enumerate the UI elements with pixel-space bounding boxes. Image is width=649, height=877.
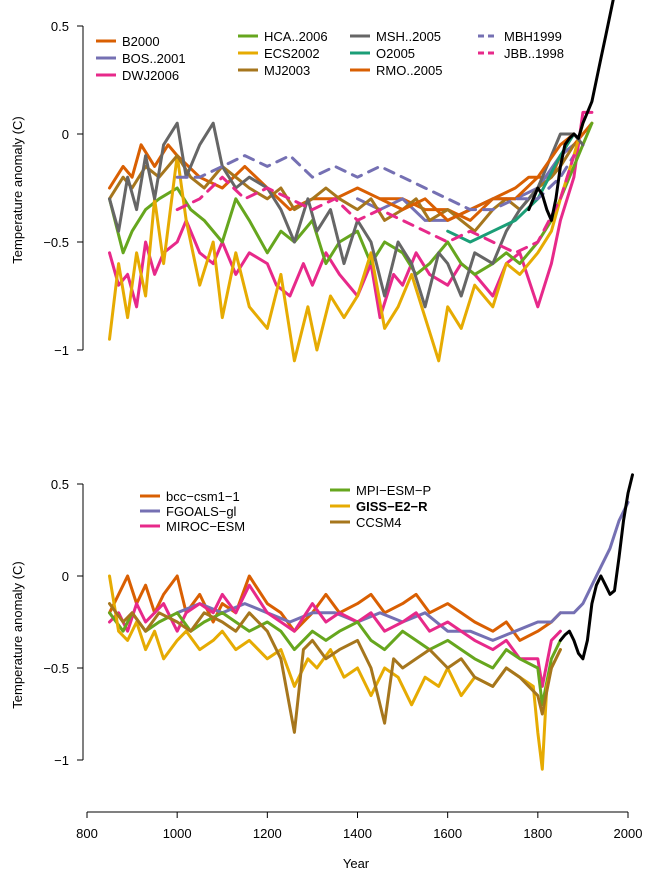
series-line-MIROC−ESM — [108, 583, 562, 688]
y-axis-label-bottom: Temperature anomaly (C) — [10, 561, 25, 708]
legend-label: ECS2002 — [264, 46, 320, 61]
legend-label: FGOALS−gl — [166, 504, 237, 519]
series-line-ECS2002 — [108, 121, 585, 363]
series-line-RMO..2005 — [378, 132, 576, 222]
panel-top: Temperature anomaly (C) −1 −0.5 0 0.5 B2000… — [10, 0, 615, 363]
legend-label: RMO..2005 — [376, 63, 442, 78]
series-line-MSH..2005 — [108, 121, 585, 309]
legend-label: MIROC−ESM — [166, 519, 245, 534]
y-tick-label: −1 — [54, 343, 69, 358]
legend-label: bcc−csm1−1 — [166, 489, 240, 504]
y-tick-label: 0.5 — [51, 19, 69, 34]
y-tick-label: −0.5 — [43, 235, 69, 250]
x-tick-label: 800 — [76, 826, 98, 841]
legend-label: DWJ2006 — [122, 68, 179, 83]
panel-bottom: Temperature anomaly (C) −1 −0.5 0 0.5 bcc−c… — [10, 473, 634, 771]
series-line-MBH1999 — [175, 154, 576, 212]
series-line-JBB..1998 — [175, 154, 576, 255]
x-tick-label: 1000 — [163, 826, 192, 841]
series-line-CCSM4 — [108, 602, 562, 734]
legend-label: BOS..2001 — [122, 51, 186, 66]
series-line-obs — [527, 0, 615, 222]
legend-label: B2000 — [122, 34, 160, 49]
y-tick-label: 0 — [62, 127, 69, 142]
x-axis: 800 1000 1200 1400 1600 1800 2000 — [76, 811, 643, 841]
legend-label: JBB..1998 — [504, 46, 564, 61]
y-axis-top: −1 −0.5 0 0.5 — [43, 19, 84, 358]
legend-label: MPI−ESM−P — [356, 483, 431, 498]
y-tick-label: −1 — [54, 753, 69, 768]
legend-label: MJ2003 — [264, 63, 310, 78]
series-line-O2005 — [446, 132, 576, 244]
x-tick-label: 2000 — [614, 826, 643, 841]
y-axis-label-top: Temperature anomaly (C) — [10, 116, 25, 263]
legend-label: MBH1999 — [504, 29, 562, 44]
legend-label: MSH..2005 — [376, 29, 441, 44]
x-tick-label: 1800 — [523, 826, 552, 841]
legend-top: B2000 BOS..2001 DWJ2006 HCA..2006 ECS2002 MJ2… — [96, 29, 564, 83]
x-tick-label: 1600 — [433, 826, 462, 841]
y-tick-label: 0.5 — [51, 477, 69, 492]
y-tick-label: 0 — [62, 569, 69, 584]
legend-label: CCSM4 — [356, 515, 402, 530]
legend-label: GISS−E2−R — [356, 499, 428, 514]
series-line-MPI−ESM−P — [108, 611, 562, 707]
legend-label: HCA..2006 — [264, 29, 328, 44]
x-tick-label: 1400 — [343, 826, 372, 841]
x-axis-label: Year — [343, 856, 370, 871]
y-tick-label: −0.5 — [43, 661, 69, 676]
series-line-MJ2003 — [108, 143, 576, 233]
legend-label: O2005 — [376, 46, 415, 61]
series-line-obs — [558, 473, 634, 661]
y-axis-bottom: −1 −0.5 0 0.5 — [43, 477, 84, 768]
x-tick-label: 1200 — [253, 826, 282, 841]
series-group-top — [108, 0, 615, 363]
series-group-bottom — [108, 473, 634, 771]
series-line-HCA..2006 — [108, 121, 594, 276]
